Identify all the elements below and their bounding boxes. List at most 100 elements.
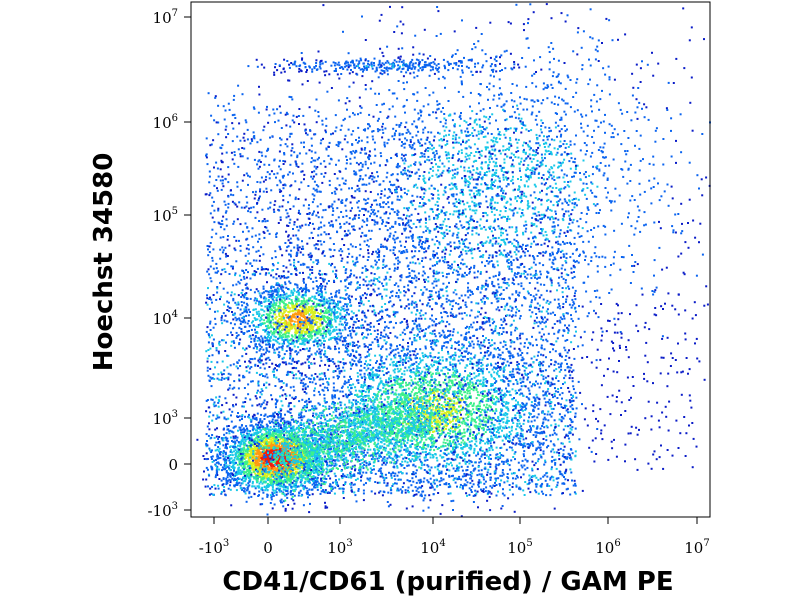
event-dot (259, 473, 261, 475)
event-dot (277, 319, 280, 322)
event-dot (273, 452, 276, 455)
event-dot (231, 451, 234, 454)
event-dot (365, 284, 368, 287)
event-dot (273, 332, 276, 335)
event-dot (401, 422, 404, 425)
event-dot (273, 330, 276, 333)
event-dot (295, 313, 298, 316)
event-dot (419, 361, 422, 364)
event-dot (318, 313, 321, 315)
event-dot (524, 373, 527, 376)
event-dot (305, 303, 308, 306)
event-dot (362, 471, 365, 474)
event-dot (456, 412, 459, 415)
event-dot (393, 354, 395, 357)
event-dot (275, 484, 278, 487)
event-dot (540, 431, 543, 434)
event-dot (337, 397, 340, 400)
event-dot (364, 292, 366, 295)
event-dot (329, 307, 331, 310)
event-dot (328, 317, 330, 319)
event-dot (491, 368, 494, 371)
event-dot (461, 435, 464, 438)
event-dot (288, 342, 291, 345)
event-dot (273, 302, 276, 304)
event-dot (307, 496, 309, 499)
event-dot (321, 293, 323, 296)
event-dot (260, 435, 263, 437)
event-dot (527, 429, 530, 431)
event-dot (257, 457, 260, 460)
event-dot (270, 472, 273, 475)
event-dot (273, 482, 276, 485)
event-dot (287, 304, 289, 307)
event-dot (322, 326, 325, 329)
event-dot (316, 449, 319, 451)
event-dot (275, 288, 278, 291)
event-dot (260, 443, 263, 446)
event-dot (240, 431, 243, 434)
event-dot (447, 391, 450, 394)
event-dot (278, 342, 281, 345)
event-dot (268, 473, 271, 476)
event-dot (494, 481, 496, 484)
event-dot (304, 301, 307, 304)
event-dot (289, 424, 292, 427)
event-dot (302, 461, 305, 464)
event-dot (297, 300, 300, 303)
event-dot (297, 351, 300, 354)
event-dot (304, 374, 307, 377)
event-dot (289, 302, 292, 305)
event-dot (222, 444, 225, 447)
event-dot (476, 343, 479, 346)
event-dot (407, 422, 410, 425)
event-dot (231, 454, 234, 457)
event-dot (271, 480, 274, 482)
event-dot (478, 415, 481, 418)
event-dot (268, 320, 271, 323)
event-dot (219, 298, 221, 301)
event-dot (360, 391, 363, 394)
event-dot (267, 293, 270, 296)
event-dot (311, 483, 314, 486)
event-dot (281, 312, 284, 315)
event-dot (475, 424, 477, 427)
event-dot (244, 283, 247, 286)
event-dot (205, 452, 208, 455)
event-dot (241, 467, 244, 469)
event-dot (336, 332, 339, 335)
event-dot (233, 459, 236, 462)
event-dot (266, 489, 269, 492)
event-dot (231, 461, 234, 464)
event-dot (307, 341, 310, 344)
event-dot (341, 318, 344, 320)
event-dot (458, 429, 461, 432)
event-dot (545, 439, 548, 442)
event-dot (518, 416, 521, 419)
event-dot (275, 461, 278, 464)
event-dot (458, 405, 460, 408)
event-dot (317, 332, 320, 335)
event-dot (251, 468, 254, 471)
event-dot (243, 301, 246, 304)
event-dot (348, 389, 351, 392)
event-dot (324, 477, 326, 480)
event-dot (243, 490, 246, 493)
event-dot (374, 412, 377, 414)
event-dot (354, 400, 357, 403)
event-dot (271, 507, 274, 510)
event-dot (315, 317, 318, 320)
event-dot (238, 426, 241, 429)
event-dot (363, 382, 366, 385)
event-dot (244, 456, 247, 458)
event-dot (272, 467, 275, 470)
event-dot (303, 343, 306, 346)
event-dot (277, 295, 280, 298)
event-dot (258, 453, 261, 456)
event-dot (275, 447, 278, 449)
event-dot (498, 463, 501, 466)
event-dot (331, 336, 334, 339)
event-dot (324, 315, 327, 318)
event-dot (258, 315, 260, 318)
event-dot (422, 499, 425, 502)
